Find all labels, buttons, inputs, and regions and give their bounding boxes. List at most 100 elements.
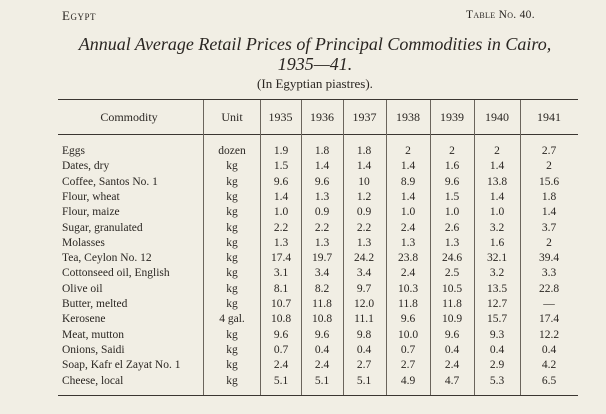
commodity-cell: Cottonseed oil, English <box>62 267 170 280</box>
table-row: Kerosene 4 gal. 10.8 10.8 11.1 9.6 10.9 15.7 17.… <box>58 312 578 327</box>
price-cell: 1.3 <box>356 236 372 249</box>
price-cell: 2 <box>546 236 552 249</box>
price-cell: — <box>543 298 555 310</box>
price-cell: 9.8 <box>356 328 372 341</box>
unit-cell: kg <box>226 328 238 341</box>
price-cell: 23.8 <box>397 252 419 265</box>
price-cell: 15.7 <box>486 313 508 326</box>
price-cell: 10 <box>358 175 370 188</box>
price-cell: 1.8 <box>541 190 557 203</box>
price-cell: 2.2 <box>314 221 330 234</box>
column-header-year: 1941 <box>537 110 561 124</box>
price-cell: 2.4 <box>400 267 416 280</box>
unit-cell: kg <box>226 160 238 173</box>
unit-cell: 4 gal. <box>219 313 245 326</box>
commodity-cell: Eggs <box>62 145 85 157</box>
table-row: Tea, Ceylon No. 12 kg 17.4 19.7 24.2 23.8 24.6… <box>58 251 578 266</box>
commodity-cell: Dates, dry <box>62 160 110 173</box>
price-cell: 1.0 <box>444 206 460 219</box>
table-row: Molasses kg 1.3 1.3 1.3 1.3 1.3 1.6 2 <box>58 236 578 251</box>
price-cell: 39.4 <box>538 252 560 265</box>
price-cell: 2 <box>494 145 500 157</box>
price-cell: 2.7 <box>541 145 557 157</box>
price-cell: 24.6 <box>441 252 463 265</box>
commodity-cell: Sugar, granulated <box>62 221 143 234</box>
unit-cell: kg <box>226 298 238 310</box>
unit-cell: kg <box>226 282 238 295</box>
price-cell: 2.9 <box>489 359 505 372</box>
price-cell: 1.0 <box>400 206 416 219</box>
price-cell: 9.6 <box>314 328 330 341</box>
price-cell: 11.8 <box>442 298 462 310</box>
header-left: Egypt <box>62 8 96 23</box>
price-cell: 1.8 <box>356 145 372 157</box>
price-cell: 2.2 <box>356 221 372 234</box>
price-cell: 3.1 <box>273 267 289 280</box>
price-cell: 19.7 <box>311 252 333 265</box>
table-row: Sugar, granulated kg 2.2 2.2 2.2 2.4 2.6 3.2 3.7 <box>58 221 578 236</box>
column-divider <box>203 100 204 395</box>
column-header-year: 1938 <box>396 110 420 124</box>
table-row: Flour, maize kg 1.0 0.9 0.9 1.0 1.0 1.0 1.4 <box>58 205 578 220</box>
price-cell: 17.4 <box>538 313 560 326</box>
price-cell: 1.5 <box>273 160 289 173</box>
price-cell: 10.7 <box>270 298 292 310</box>
commodity-cell: Kerosene <box>62 313 106 326</box>
price-cell: 2.4 <box>314 359 330 372</box>
commodity-cell: Butter, melted <box>62 298 128 310</box>
column-divider <box>301 100 302 395</box>
price-cell: 32.1 <box>486 252 508 265</box>
price-cell: 4.9 <box>400 374 416 387</box>
price-cell: 1.4 <box>400 160 416 173</box>
column-divider <box>520 100 521 395</box>
price-cell: 9.6 <box>314 175 330 188</box>
price-cell: 0.4 <box>541 343 557 356</box>
table-row: Dates, dry kg 1.5 1.4 1.4 1.4 1.6 1.4 2 <box>58 159 578 174</box>
price-cell: 10.8 <box>311 313 333 326</box>
commodity-cell: Flour, wheat <box>62 190 120 203</box>
price-cell: 0.7 <box>273 343 289 356</box>
price-cell: 2.5 <box>444 267 460 280</box>
price-cell: 0.9 <box>356 206 372 219</box>
price-cell: 1.5 <box>444 190 460 203</box>
unit-cell: kg <box>226 252 238 265</box>
price-cell: 3.2 <box>489 221 505 234</box>
price-cell: 2 <box>546 160 552 173</box>
price-cell: 10.0 <box>397 328 419 341</box>
price-cell: 2.7 <box>356 359 372 372</box>
price-cell: 2.4 <box>444 359 460 372</box>
column-divider <box>474 100 475 395</box>
price-cell: 9.6 <box>400 313 416 326</box>
commodity-cell: Onions, Saidi <box>62 343 125 356</box>
table-title: Annual Average Retail Prices of Principa… <box>60 34 570 74</box>
unit-cell: kg <box>226 236 238 249</box>
unit-cell: kg <box>226 343 238 356</box>
price-cell: 10.8 <box>270 313 292 326</box>
unit-cell: kg <box>226 175 238 188</box>
table-row: Butter, melted kg 10.7 11.8 12.0 11.8 11.8 12.7… <box>58 297 578 312</box>
unit-cell: dozen <box>218 145 246 157</box>
table-row: Flour, wheat kg 1.4 1.3 1.2 1.4 1.5 1.4 1.8 <box>58 190 578 205</box>
price-cell: 1.3 <box>400 236 416 249</box>
price-cell: 0.4 <box>489 343 505 356</box>
top-rule <box>58 99 578 100</box>
price-cell: 10.5 <box>441 282 463 295</box>
price-cell: 22.8 <box>538 282 560 295</box>
unit-cell: kg <box>226 374 238 387</box>
price-cell: 1.6 <box>489 236 505 249</box>
price-cell: 12.0 <box>353 298 375 310</box>
column-header-year: 1936 <box>310 110 334 124</box>
commodity-cell: Olive oil <box>62 282 103 295</box>
price-cell: 9.6 <box>273 328 289 341</box>
column-header-year: 1939 <box>440 110 464 124</box>
table-row: Cottonseed oil, English kg 3.1 3.4 3.4 2.4 2.5… <box>58 266 578 281</box>
price-cell: 8.1 <box>273 282 289 295</box>
commodity-cell: Coffee, Santos No. 1 <box>62 175 158 188</box>
table-subtitle: (In Egyptian piastres). <box>257 76 373 91</box>
price-cell: 1.4 <box>489 160 505 173</box>
table-row: Meat, mutton kg 9.6 9.6 9.8 10.0 9.6 9.3 12.2 <box>58 328 578 343</box>
price-cell: 1.4 <box>489 190 505 203</box>
table-row: Olive oil kg 8.1 8.2 9.7 10.3 10.5 13.5 22.8 <box>58 282 578 297</box>
price-cell: 3.7 <box>541 221 557 234</box>
price-cell: 2.6 <box>444 221 460 234</box>
